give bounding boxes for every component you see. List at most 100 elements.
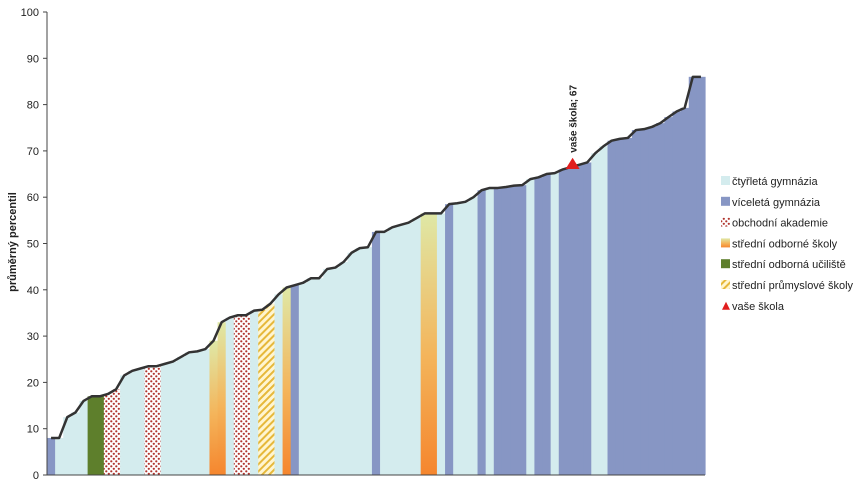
- bar-ctyr: [306, 278, 316, 475]
- legend-label-oa: obchodní akademie: [732, 218, 828, 230]
- bar-ctyr: [363, 247, 373, 475]
- bar-oa: [144, 366, 154, 475]
- bar-oa: [111, 389, 121, 475]
- bar-sou: [95, 396, 105, 475]
- bar-ctyr: [347, 252, 357, 475]
- bar-vice: [607, 140, 617, 475]
- bar-vice: [696, 76, 706, 475]
- bar-ctyr: [412, 218, 422, 475]
- legend-label-sps: střední průmyslové školy: [732, 280, 854, 292]
- bar-sos: [428, 213, 438, 475]
- bar-vice: [615, 138, 625, 476]
- bar-oa: [241, 315, 251, 475]
- y-tick-label: 10: [27, 424, 39, 436]
- bar-ctyr: [331, 267, 341, 475]
- bars-group: [47, 76, 706, 476]
- bar-ctyr: [71, 412, 81, 475]
- bar-oa: [233, 315, 243, 475]
- percentile-line: [51, 75, 701, 440]
- legend-swatch-oa: [721, 217, 730, 227]
- bar-vice: [631, 130, 641, 475]
- legend-swatch-ctyr: [721, 176, 730, 185]
- bar-ctyr: [201, 349, 211, 475]
- bar-sps: [258, 309, 267, 475]
- bar-ctyr: [388, 227, 397, 475]
- bar-vice: [672, 111, 682, 475]
- bar-ctyr: [298, 282, 308, 475]
- bar-ctyr: [550, 173, 560, 475]
- bar-sou: [87, 396, 97, 475]
- bar-ctyr: [225, 317, 235, 475]
- bar-ctyr: [453, 203, 462, 475]
- legend-swatch-sps: [721, 280, 730, 289]
- bar-ctyr: [469, 197, 479, 475]
- bar-vice: [575, 164, 584, 476]
- school-marker-group: vaše škola; 67: [565, 85, 580, 169]
- bar-sos: [217, 322, 227, 475]
- y-axis-label: průměrný percentil: [7, 192, 19, 292]
- bar-vice: [648, 126, 657, 475]
- bar-ctyr: [136, 368, 146, 475]
- bar-sos: [420, 213, 430, 475]
- bar-vice: [493, 187, 503, 475]
- legend-swatch-sou: [721, 259, 730, 269]
- bar-ctyr: [79, 400, 89, 475]
- bar-oa: [103, 393, 113, 475]
- y-tick-label: 100: [21, 7, 39, 19]
- bar-ctyr: [315, 278, 324, 475]
- bar-ctyr: [168, 361, 178, 475]
- bar-vice: [534, 177, 544, 476]
- bar-ctyr: [526, 179, 535, 475]
- y-tick-label: 70: [27, 146, 39, 158]
- bar-ctyr: [380, 231, 389, 475]
- bar-ctyr: [63, 417, 72, 476]
- bar-sps: [266, 303, 276, 475]
- y-tick-label: 0: [33, 470, 39, 482]
- bar-vice: [623, 137, 633, 475]
- y-tick-label: 30: [27, 331, 39, 343]
- bar-ctyr: [176, 356, 186, 475]
- bar-sos: [209, 340, 219, 475]
- y-axis: 0 10 20 30 40 50 60 70 80 90 100: [21, 7, 705, 482]
- legend: čtyřletá gymnázia víceletá gymnázia obchod…: [721, 176, 854, 313]
- bar-ctyr: [128, 370, 137, 475]
- y-tick-label: 50: [27, 239, 39, 251]
- bar-vice: [477, 190, 487, 475]
- bar-vice: [640, 129, 649, 475]
- bar-vice: [47, 437, 56, 475]
- y-tick-label: 20: [27, 377, 39, 389]
- bar-vice: [566, 167, 576, 475]
- bar-vice: [688, 76, 698, 475]
- legend-label-sou: střední odborná učiliště: [732, 259, 846, 271]
- bar-ctyr: [193, 351, 202, 475]
- bar-ctyr: [339, 262, 349, 475]
- bar-vice: [371, 231, 381, 475]
- bar-ctyr: [250, 310, 259, 475]
- bar-ctyr: [355, 248, 365, 475]
- bar-ctyr: [323, 268, 332, 475]
- school-marker: [565, 157, 580, 169]
- legend-label-ctyr: čtyřletá gymnázia: [732, 176, 818, 188]
- bar-ctyr: [274, 294, 284, 475]
- bar-ctyr: [120, 375, 129, 475]
- bar-vice: [510, 185, 519, 476]
- legend-swatch-vice: [721, 196, 730, 206]
- bar-ctyr: [404, 222, 414, 475]
- bar-ctyr: [599, 146, 609, 475]
- bar-oa: [152, 366, 162, 475]
- bar-vice: [680, 107, 690, 475]
- legend-swatch-vs: [722, 301, 730, 310]
- bar-vice: [290, 285, 300, 475]
- bar-ctyr: [461, 201, 471, 475]
- legend-label-sos: střední odborné školy: [732, 238, 838, 250]
- bar-sos: [282, 287, 292, 475]
- bar-vice: [656, 123, 665, 476]
- bar-vice: [518, 185, 527, 475]
- bar-ctyr: [436, 213, 446, 475]
- legend-swatch-sos: [721, 238, 730, 248]
- bar-vice: [664, 117, 674, 475]
- legend-label-vs: vaše škola: [732, 301, 785, 313]
- legend-label-vice: víceletá gymnázia: [732, 197, 821, 209]
- bar-vice: [445, 204, 454, 475]
- y-tick-label: 80: [27, 100, 39, 112]
